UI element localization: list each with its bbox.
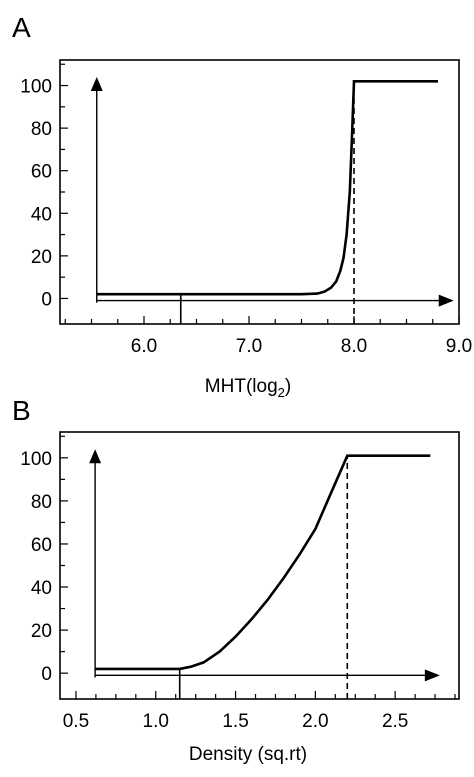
y-tick-label: 60 — [31, 162, 52, 183]
y-tick-label: 20 — [31, 247, 52, 268]
x-axis-title-b: Density (sq.rt) — [189, 744, 307, 765]
x-axis-title-a-end: ) — [285, 376, 291, 397]
y-tick-label: 0 — [41, 664, 52, 685]
panel-b: B 0 20 40 60 80 100 0.5 1.0 1.5 2.0 2.5 Density (… — [12, 395, 460, 765]
y-tick-label: 100 — [20, 449, 52, 470]
x-ticks-b: 0.5 1.0 1.5 2.0 2.5 — [63, 691, 456, 732]
x-tick-label: 2.5 — [382, 711, 408, 732]
x-axis-title-a-subscript: 2 — [278, 385, 285, 400]
series-line — [96, 80, 438, 296]
x-tick-label: 7.0 — [236, 336, 262, 357]
y-tick-label: 0 — [41, 289, 52, 310]
x-axis-arrowhead — [438, 294, 454, 307]
y-tick-label: 80 — [31, 492, 52, 513]
x-tick-label: 0.5 — [63, 711, 89, 732]
overlay-b — [89, 449, 440, 699]
x-tick-label: 1.5 — [222, 711, 248, 732]
y-tick-label: 40 — [31, 204, 52, 225]
x-tick-label: 8.0 — [341, 336, 367, 357]
plot-frame-a — [59, 59, 460, 325]
y-axis-arrowhead — [89, 449, 102, 464]
series-line — [95, 454, 431, 671]
y-tick-label: 20 — [31, 621, 52, 642]
y-axis-arrowhead — [90, 77, 103, 92]
x-axis-title-a-main: MHT(log — [205, 376, 278, 397]
y-tick-label: 80 — [31, 119, 52, 140]
y-tick-label: 100 — [20, 77, 52, 98]
overlay-a — [90, 77, 454, 324]
y-tick-label: 60 — [31, 535, 52, 556]
x-tick-label: 9.0 — [446, 336, 472, 357]
panel-letter-a: A — [12, 12, 31, 43]
x-axis-title-a: MHT(log2) — [205, 376, 291, 400]
panel-letter-b: B — [12, 395, 31, 426]
x-tick-label: 2.0 — [302, 711, 328, 732]
x-tick-label: 6.0 — [131, 336, 157, 357]
x-axis-arrowhead — [424, 669, 440, 682]
y-ticks-a: 0 20 40 60 80 100 — [20, 63, 68, 310]
y-ticks-b: 0 20 40 60 80 100 — [20, 435, 68, 685]
x-ticks-a: 6.0 7.0 8.0 9.0 — [64, 316, 472, 357]
y-tick-label: 40 — [31, 578, 52, 599]
panel-a: A 0 20 40 60 80 100 6.0 7.0 8.0 9.0 MHT(log2) — [12, 12, 472, 400]
plot-frame-b — [59, 431, 460, 700]
x-tick-label: 1.0 — [143, 711, 169, 732]
